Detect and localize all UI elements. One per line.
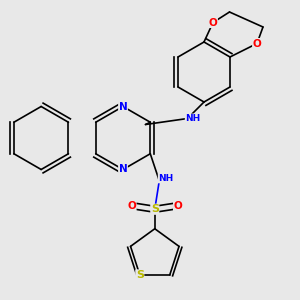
Text: O: O bbox=[208, 17, 217, 28]
Text: O: O bbox=[127, 201, 136, 211]
Text: S: S bbox=[151, 204, 159, 214]
Text: S: S bbox=[136, 270, 144, 280]
Text: O: O bbox=[253, 38, 261, 49]
Text: NH: NH bbox=[185, 114, 200, 123]
Text: N: N bbox=[118, 101, 127, 112]
Text: O: O bbox=[173, 201, 182, 211]
Text: NH: NH bbox=[158, 174, 173, 183]
Text: N: N bbox=[118, 164, 127, 175]
